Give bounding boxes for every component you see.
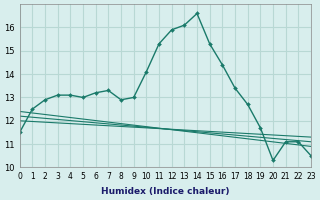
X-axis label: Humidex (Indice chaleur): Humidex (Indice chaleur)	[101, 187, 229, 196]
